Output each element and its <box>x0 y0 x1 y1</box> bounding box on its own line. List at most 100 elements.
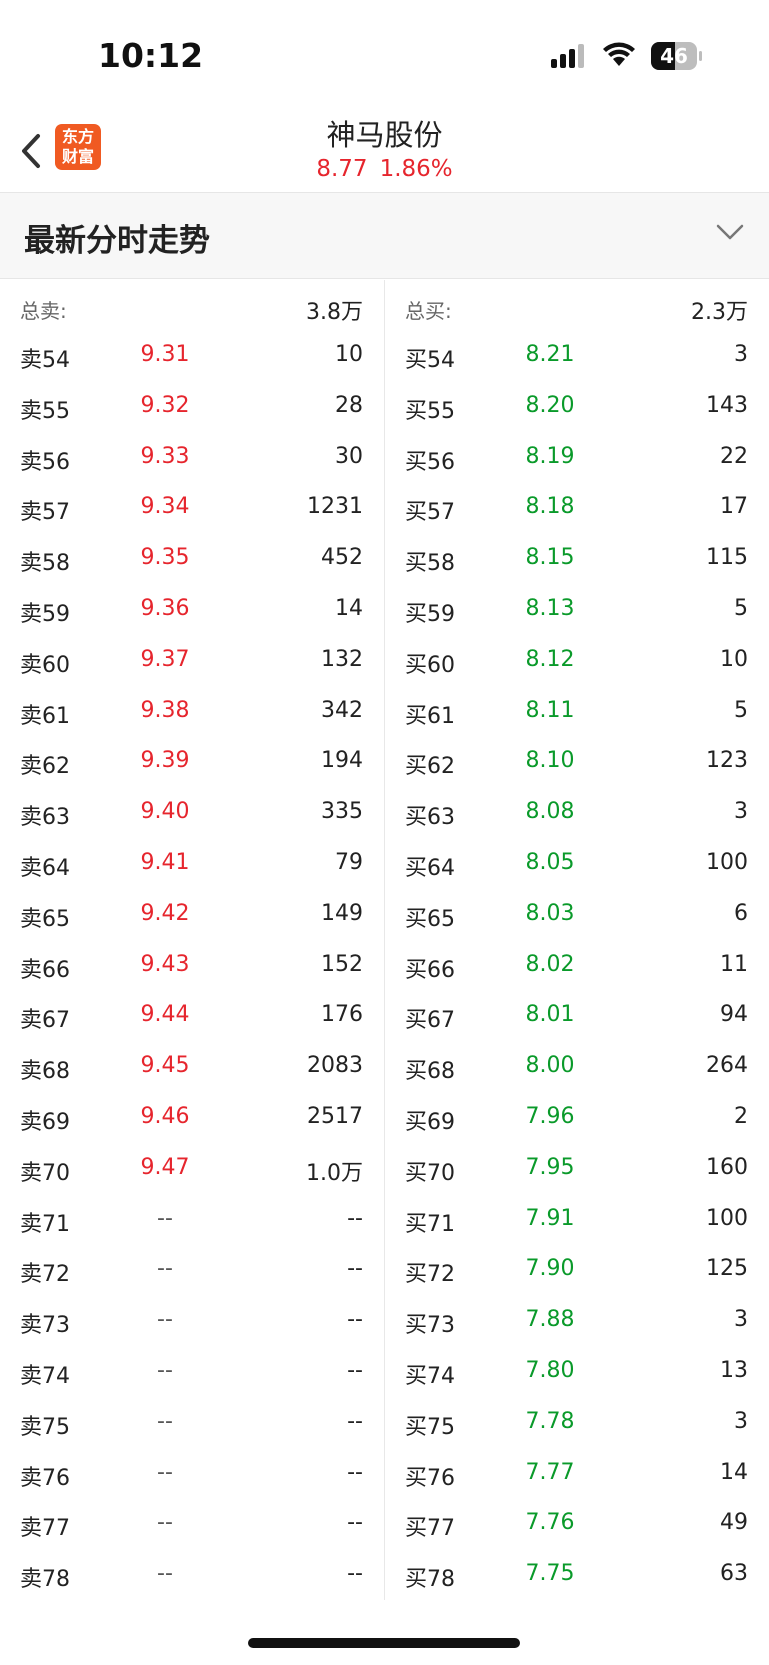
sell-level-volume: 132 <box>321 646 363 672</box>
buy-order-row[interactable]: 买67 8.01 94 <box>385 990 769 1041</box>
sell-level-label: 卖61 <box>20 703 70 729</box>
sell-order-row[interactable]: 卖72 -- -- <box>0 1244 384 1295</box>
buy-order-row[interactable]: 买60 8.12 10 <box>385 635 769 686</box>
buy-order-row[interactable]: 买77 7.76 49 <box>385 1498 769 1549</box>
sell-level-label: 卖73 <box>20 1313 70 1339</box>
sell-order-row[interactable]: 卖76 -- -- <box>0 1448 384 1499</box>
sell-level-volume: -- <box>347 1357 363 1383</box>
buy-level-volume: 115 <box>706 545 748 571</box>
buy-level-volume: 3 <box>734 1408 748 1434</box>
buy-level-volume: 22 <box>720 443 748 469</box>
sell-level-label: 卖67 <box>20 1008 70 1034</box>
sell-order-row[interactable]: 卖66 9.43 152 <box>0 940 384 991</box>
sell-level-label: 卖59 <box>20 601 70 627</box>
buy-level-volume: 17 <box>720 494 748 520</box>
sell-level-price: -- <box>157 1307 173 1333</box>
sell-order-row[interactable]: 卖69 9.46 2517 <box>0 1092 384 1143</box>
section-header[interactable]: 最新分时走势 <box>0 193 769 279</box>
sell-order-row[interactable]: 卖56 9.33 30 <box>0 432 384 483</box>
sell-level-price: -- <box>157 1357 173 1383</box>
sell-order-row[interactable]: 卖54 9.31 10 <box>0 330 384 381</box>
sell-order-row[interactable]: 卖59 9.36 14 <box>0 584 384 635</box>
buy-level-price: 7.75 <box>525 1561 575 1587</box>
sell-level-volume: 152 <box>321 951 363 977</box>
sell-level-price: 9.43 <box>140 951 190 977</box>
buy-level-label: 买68 <box>405 1059 455 1085</box>
buy-level-price: 8.13 <box>525 595 575 621</box>
buy-order-row[interactable]: 买72 7.90 125 <box>385 1244 769 1295</box>
buy-order-row[interactable]: 买78 7.75 63 <box>385 1549 769 1600</box>
buy-level-label: 买77 <box>405 1516 455 1542</box>
buy-level-volume: 10 <box>720 646 748 672</box>
sell-order-row[interactable]: 卖62 9.39 194 <box>0 736 384 787</box>
buy-order-row[interactable]: 买56 8.19 22 <box>385 432 769 483</box>
buy-order-row[interactable]: 买71 7.91 100 <box>385 1194 769 1245</box>
sell-level-volume: 1.0万 <box>306 1160 363 1186</box>
sell-level-volume: -- <box>347 1256 363 1282</box>
buy-order-row[interactable]: 买63 8.08 3 <box>385 787 769 838</box>
sell-order-row[interactable]: 卖57 9.34 1231 <box>0 482 384 533</box>
buy-order-row[interactable]: 买70 7.95 160 <box>385 1143 769 1194</box>
sell-level-price: 9.31 <box>140 342 190 367</box>
buy-order-row[interactable]: 买64 8.05 100 <box>385 838 769 889</box>
buy-order-row[interactable]: 买68 8.00 264 <box>385 1041 769 1092</box>
buy-order-row[interactable]: 买69 7.96 2 <box>385 1092 769 1143</box>
sell-order-row[interactable]: 卖58 9.35 452 <box>0 533 384 584</box>
sell-level-label: 卖71 <box>20 1211 70 1237</box>
buy-level-label: 买63 <box>405 805 455 831</box>
sell-order-row[interactable]: 卖63 9.40 335 <box>0 787 384 838</box>
buy-order-row[interactable]: 买73 7.88 3 <box>385 1295 769 1346</box>
buy-level-price: 7.80 <box>525 1357 575 1383</box>
sell-order-row[interactable]: 卖67 9.44 176 <box>0 990 384 1041</box>
sell-order-row[interactable]: 卖74 -- -- <box>0 1346 384 1397</box>
sell-level-price: 9.46 <box>140 1103 190 1129</box>
buy-order-row[interactable]: 买76 7.77 14 <box>385 1448 769 1499</box>
sell-order-row[interactable]: 卖55 9.32 28 <box>0 381 384 432</box>
signal-icon <box>551 44 584 68</box>
buy-order-row[interactable]: 买55 8.20 143 <box>385 381 769 432</box>
buy-order-row[interactable]: 买62 8.10 123 <box>385 736 769 787</box>
buy-order-row[interactable]: 买57 8.18 17 <box>385 482 769 533</box>
app-logo[interactable]: 东方 财富 <box>55 124 101 170</box>
sell-order-row[interactable]: 卖64 9.41 79 <box>0 838 384 889</box>
sell-order-row[interactable]: 卖65 9.42 149 <box>0 889 384 940</box>
buy-level-label: 买60 <box>405 652 455 678</box>
sell-order-row[interactable]: 卖75 -- -- <box>0 1397 384 1448</box>
buy-level-label: 买65 <box>405 906 455 932</box>
order-book: 总卖: 3.8万 卖54 9.31 10 卖55 9.32 28 卖56 9.33 30 卖57 9… <box>0 280 769 1600</box>
back-icon[interactable] <box>16 128 46 174</box>
sell-order-row[interactable]: 卖61 9.38 342 <box>0 686 384 737</box>
buy-order-row[interactable]: 买65 8.03 6 <box>385 889 769 940</box>
sell-level-volume: -- <box>347 1459 363 1485</box>
buy-level-price: 7.90 <box>525 1256 575 1282</box>
buy-order-row[interactable]: 买74 7.80 13 <box>385 1346 769 1397</box>
sell-order-row[interactable]: 卖78 -- -- <box>0 1549 384 1600</box>
buy-order-row[interactable]: 买75 7.78 3 <box>385 1397 769 1448</box>
buy-level-price: 8.21 <box>525 342 575 367</box>
buy-level-volume: 160 <box>706 1154 748 1180</box>
sell-level-price: 9.45 <box>140 1053 190 1079</box>
sell-order-row[interactable]: 卖68 9.45 2083 <box>0 1041 384 1092</box>
buy-level-price: 8.15 <box>525 545 575 571</box>
home-indicator[interactable] <box>248 1638 520 1648</box>
sell-level-price: -- <box>157 1510 173 1536</box>
buy-order-row[interactable]: 买59 8.13 5 <box>385 584 769 635</box>
buy-total-value: 2.3万 <box>691 300 748 325</box>
sell-level-volume: 10 <box>335 342 363 367</box>
chevron-down-icon[interactable] <box>716 223 744 241</box>
sell-order-row[interactable]: 卖60 9.37 132 <box>0 635 384 686</box>
sell-order-row[interactable]: 卖70 9.47 1.0万 <box>0 1143 384 1194</box>
sell-level-label: 卖63 <box>20 805 70 831</box>
buy-order-row[interactable]: 买54 8.21 3 <box>385 330 769 381</box>
sell-level-price: 9.44 <box>140 1002 190 1028</box>
sell-level-label: 卖74 <box>20 1363 70 1389</box>
sell-order-row[interactable]: 卖73 -- -- <box>0 1295 384 1346</box>
buy-level-volume: 3 <box>734 799 748 825</box>
buy-order-row[interactable]: 买66 8.02 11 <box>385 940 769 991</box>
buy-order-row[interactable]: 买58 8.15 115 <box>385 533 769 584</box>
sell-order-row[interactable]: 卖77 -- -- <box>0 1498 384 1549</box>
sell-level-price: 9.42 <box>140 900 190 926</box>
sell-order-row[interactable]: 卖71 -- -- <box>0 1194 384 1245</box>
buy-order-row[interactable]: 买61 8.11 5 <box>385 686 769 737</box>
sell-level-label: 卖78 <box>20 1567 70 1593</box>
